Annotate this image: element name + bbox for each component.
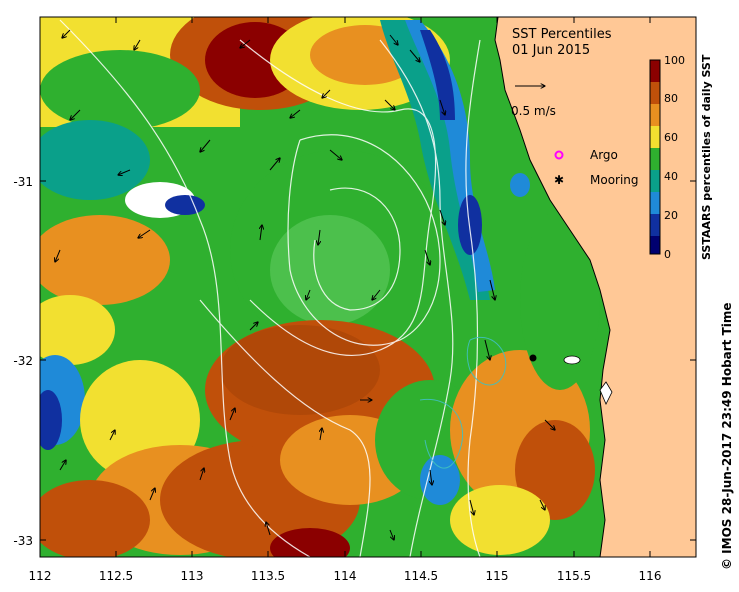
- x-tick-label: 113.5: [251, 569, 285, 583]
- x-tick-label: 114.5: [404, 569, 438, 583]
- x-tick-label: 115.5: [557, 569, 591, 583]
- copyright-symbol: ©: [720, 558, 734, 570]
- x-tick-label: 114: [334, 569, 357, 583]
- colorbar-tick: 40: [664, 170, 678, 183]
- map-date: 01 Jun 2015: [512, 43, 590, 58]
- y-tick-label: -32: [13, 354, 33, 368]
- colorbar-tick: 80: [664, 92, 678, 105]
- colorbar-tick: 20: [664, 209, 678, 222]
- x-tick-label: 116: [639, 569, 662, 583]
- x-tick-label: 115: [486, 569, 509, 583]
- x-axis-ticks: [39, 17, 651, 557]
- credit-line: © IMOS 28-Jun-2017 23:49 Hobart Time: [720, 302, 734, 570]
- colorbar-label: SSTAARS percentiles of daily SST: [700, 54, 713, 260]
- argo-marker-icon: [554, 150, 564, 160]
- credit-text: IMOS 28-Jun-2017 23:49 Hobart Time: [720, 302, 734, 554]
- mooring-legend-label: Mooring: [590, 173, 639, 187]
- colorbar: [649, 59, 661, 255]
- map-title: SST Percentiles: [512, 27, 612, 42]
- mooring-location-marker: [529, 354, 537, 362]
- argo-legend-label: Argo: [590, 148, 618, 162]
- x-tick-label: 112.5: [99, 569, 133, 583]
- colorbar-tick: 0: [664, 248, 671, 261]
- colorbar-tick: 60: [664, 131, 678, 144]
- velocity-scale-label: 0.5 m/s: [511, 104, 556, 118]
- y-tick-label: -31: [13, 175, 33, 189]
- colorbar-tick: 100: [664, 54, 685, 67]
- y-tick-label: -33: [13, 534, 33, 548]
- mooring-marker-icon: ✱: [554, 173, 564, 187]
- x-tick-label: 112: [29, 569, 52, 583]
- x-tick-label: 113: [181, 569, 204, 583]
- y-axis-ticks: [40, 180, 696, 541]
- sst-field: [40, 17, 696, 557]
